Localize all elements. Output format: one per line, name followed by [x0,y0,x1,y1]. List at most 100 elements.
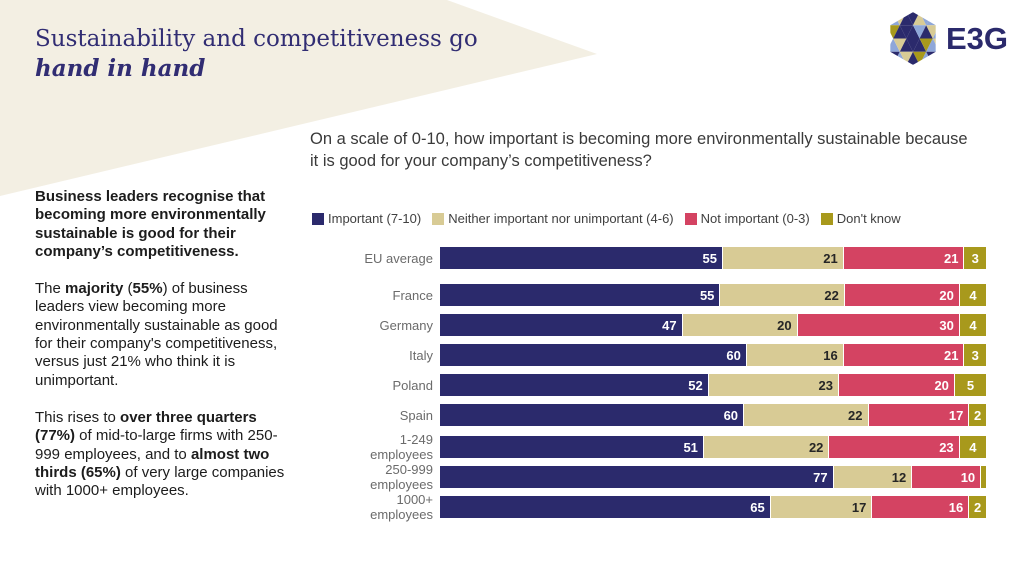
bar-segment-value: 21 [823,250,838,266]
legend-label: Neither important nor unimportant (4-6) [448,211,674,226]
legend-item: Don't know [820,211,901,226]
bar-segment-value: 22 [808,439,824,455]
bar-segment: 4 [959,314,987,336]
bar-segment-value: 52 [688,377,703,393]
bar-segment: 55 [440,284,720,306]
bar-segment-value: 20 [777,317,792,333]
bar-segment: 22 [703,436,829,458]
stacked-bar: 77 12 10 [440,466,986,488]
sidebar-paragraph: Business leaders recognise that becoming… [35,188,295,261]
chart-row: Spain 60 22 17 2 [340,404,986,426]
bar-segment: 20 [682,314,797,336]
sidebar-commentary: Business leaders recognise that becoming… [35,188,295,519]
bar-segment-value: 16 [823,347,838,363]
bar-segment: 55 [440,247,723,269]
bar-segment: 51 [440,436,703,458]
bar-segment: 17 [868,404,969,426]
chart-row: Germany 47 20 30 4 [340,314,987,336]
bar-segment-value: 21 [943,250,959,266]
sidebar-text-run: This rises to [35,408,121,426]
bar-segment-value: 47 [662,317,677,333]
bar-segment: 22 [720,284,844,306]
chart-row: EU average 55 21 21 3 [340,247,987,269]
bar-segment-value: 5 [966,377,975,393]
bar-segment: 3 [964,247,987,269]
stacked-bar: 55 21 21 3 [440,247,987,269]
bar-segment: 10 [912,466,981,488]
legend-swatch-icon [820,212,833,225]
bar-segment-value: 3 [971,250,979,266]
bar-segment-value: 60 [723,407,739,423]
bar-segment-value: 4 [969,287,977,303]
bar-segment: 23 [708,374,838,396]
bar-segment-value: 22 [824,287,839,303]
legend-swatch-icon [432,212,445,225]
chart-row-label: Italy [409,347,433,363]
bar-segment-value: 10 [960,469,976,485]
sidebar-paragraph: This rises to over three quarters (77%) … [35,409,295,500]
legend-label: Don't know [836,211,901,226]
bar-segment: 4 [959,436,986,458]
chart-row-label: France [392,287,433,303]
bar-segment-value: 20 [939,287,954,303]
bar-segment-value: 22 [848,407,863,423]
legend-item: Important (7-10) [312,211,421,226]
bar-segment-value: 23 [818,377,833,393]
bar-segment-value: 17 [948,407,964,423]
legend-item: Neither important nor unimportant (4-6) [432,211,674,226]
bar-segment-value: 2 [974,407,982,423]
sidebar-text-run: ) of business leaders view becoming more… [35,280,278,389]
sidebar-paragraph: The majority (55%) of business leaders v… [35,280,295,390]
e3g-logo-text: E3G [945,21,1008,56]
bar-segment-value: 21 [943,347,959,363]
bar-segment: 52 [440,374,708,396]
bar-segment: 21 [843,247,964,269]
sidebar-text-run: of mid-to-large firms with 250-999 emplo… [35,427,278,463]
bar-segment: 77 [440,466,833,488]
stacked-bar: 52 23 20 5 [440,374,987,396]
e3g-logo: E3G [889,12,1008,65]
bar-segment-value: 3 [971,347,979,363]
stacked-bar: 51 22 23 4 [440,436,986,458]
bar-segment: 60 [440,404,744,426]
bar-segment-value: 17 [851,499,867,515]
bar-segment-value: 20 [934,377,949,393]
bar-segment-value: 65 [750,499,765,515]
bar-segment-value: 23 [939,439,954,455]
bar-segment: 65 [440,496,770,518]
chart-row-label: 250-999 employees [370,462,433,492]
e3g-hexagon-logo-icon [890,12,936,65]
bar-segment-value: 30 [939,317,954,333]
bar-segment: 21 [843,344,964,366]
legend-label: Important (7-10) [328,211,422,226]
legend-swatch-icon [312,212,324,225]
chart-row-label: Spain [399,407,433,423]
bar-segment-value: 55 [702,250,718,266]
bar-segment-value: 77 [813,469,828,485]
bar-segment [981,466,986,488]
bar-segment: 60 [440,344,746,366]
chart-rows: EU average 55 21 21 3 France 55 22 20 4 Germany 47 2… [340,247,987,522]
stacked-bar: 60 22 17 2 [440,404,986,426]
stacked-bar: 65 17 16 2 [440,496,986,518]
bar-segment-value: 51 [683,439,698,455]
chart-row-label: 1000+ employees [370,492,433,522]
chart-row-label: Germany [379,317,433,333]
chart-row: 250-999 employees 77 12 10 [340,462,986,492]
bar-segment: 23 [829,436,959,458]
bar-segment: 12 [833,466,912,488]
sidebar-text-run: over three quarters (77%) [35,408,257,445]
chart-row: 1-249 employees 51 22 23 4 [340,432,986,462]
stacked-bar: 55 22 20 4 [440,284,987,306]
bar-segment-value: 60 [726,347,741,363]
bar-segment: 3 [964,344,987,366]
bar-segment: 5 [954,374,987,396]
stacked-bar: 47 20 30 4 [440,314,987,336]
chart-row: France 55 22 20 4 [340,284,987,306]
chart-row-label: Poland [392,377,433,393]
bar-segment-value: 12 [891,469,907,485]
sidebar-text-run: almost two thirds (65%) [35,445,270,481]
title-line-1: Sustainability and competitiveness go [35,26,478,52]
bar-segment-value: 4 [969,439,977,455]
bar-segment: 22 [744,404,868,426]
